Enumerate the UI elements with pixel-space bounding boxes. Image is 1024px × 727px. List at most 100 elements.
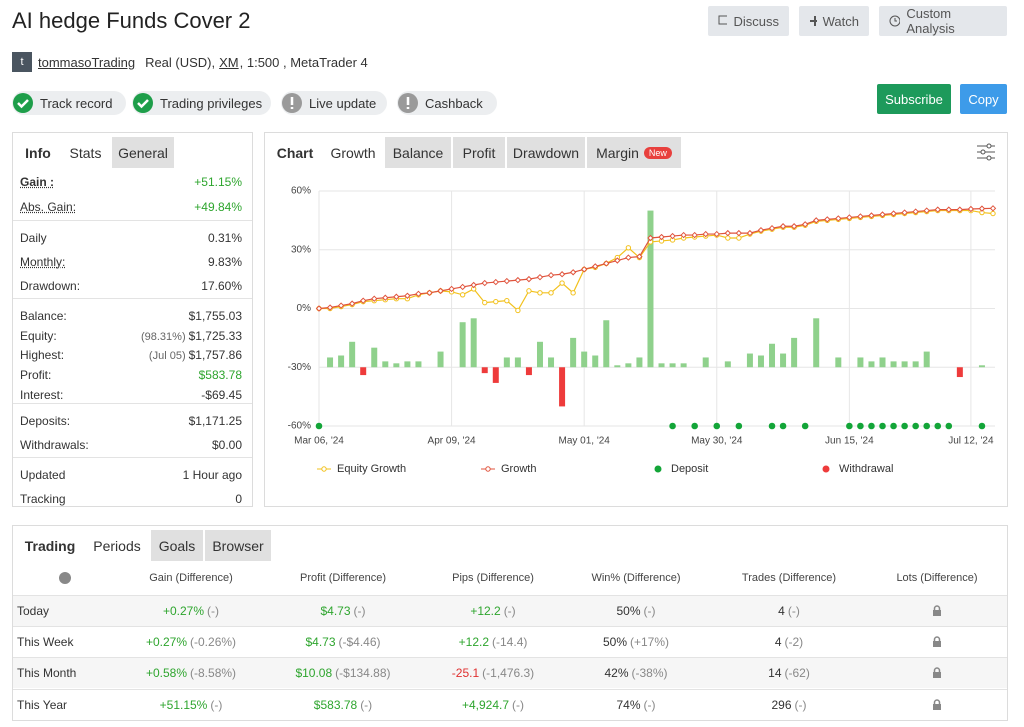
stat-row: Equity:(98.31%)$1,725.33 xyxy=(20,327,242,345)
column-header: Lots (Difference) xyxy=(857,572,1017,584)
point xyxy=(923,423,930,430)
stat-row: Deposits:$1,171.25 xyxy=(20,412,242,430)
point xyxy=(316,423,323,430)
tab-label: Periods xyxy=(93,538,140,554)
account-type: Real (USD), xyxy=(145,55,215,70)
cell-value: 296 xyxy=(771,698,791,712)
account-details: , 1:500 , MetaTrader 4 xyxy=(240,55,368,70)
cell-diff: (+17%) xyxy=(630,635,669,649)
bar xyxy=(338,356,344,368)
row-label: This Month xyxy=(17,666,76,680)
bar xyxy=(857,357,863,367)
bar xyxy=(791,338,797,367)
stat-value: +49.84% xyxy=(194,200,242,214)
tab[interactable]: Stats xyxy=(61,137,110,168)
stat-number: $583.78 xyxy=(199,368,242,382)
badge-label: Live update xyxy=(309,96,376,111)
stat-row: Tracking0 xyxy=(20,490,242,508)
stat-number: $1,171.25 xyxy=(189,414,242,428)
stat-value: 9.83% xyxy=(208,255,242,269)
tab-label: Goals xyxy=(159,538,196,554)
bar xyxy=(725,361,731,367)
cell-value: $4.73 xyxy=(320,604,350,618)
stats-panel: InfoStatsGeneralGain :+51.15%Abs. Gain:+… xyxy=(12,132,253,507)
tab[interactable]: Growth xyxy=(323,137,383,168)
stat-label: Balance: xyxy=(20,309,67,323)
badge-icon xyxy=(132,92,154,114)
tab[interactable]: Balance xyxy=(385,137,451,168)
stat-label: Interest: xyxy=(20,388,63,402)
tab[interactable]: Periods xyxy=(85,530,149,561)
marker xyxy=(560,272,565,277)
point xyxy=(890,423,897,430)
cell-value: 50% xyxy=(616,604,640,618)
tab[interactable]: Browser xyxy=(205,530,271,561)
lock-icon xyxy=(932,605,942,616)
tab-label: Growth xyxy=(330,145,375,161)
marker xyxy=(670,234,675,239)
table-cell: 14(-62) xyxy=(709,666,869,680)
stat-row: Profit:$583.78 xyxy=(20,366,242,384)
cell-value: $583.78 xyxy=(314,698,357,712)
table-cell: 296(-) xyxy=(709,698,869,712)
cell-value: +12.2 xyxy=(459,635,489,649)
bar xyxy=(703,357,709,367)
watch-button[interactable]: Watch xyxy=(799,6,869,36)
broker-link[interactable]: XM xyxy=(219,55,239,70)
marker xyxy=(626,246,630,250)
user-link[interactable]: tommasoTrading xyxy=(38,55,135,70)
stat-label: Highest: xyxy=(20,348,64,362)
custom-analysis-button[interactable]: Custom Analysis xyxy=(879,6,1007,36)
tab[interactable]: Goals xyxy=(151,530,203,561)
x-tick-label: Jun 15, '24 xyxy=(825,436,874,447)
stat-row: Withdrawals:$0.00 xyxy=(20,436,242,454)
x-tick-label: May 30, '24 xyxy=(691,436,743,447)
cell-value: $4.73 xyxy=(305,635,335,649)
cell-diff: (-$4.46) xyxy=(339,635,381,649)
cell-diff: (-) xyxy=(504,604,516,618)
tab[interactable]: MarginNew xyxy=(587,137,681,168)
tab-label: General xyxy=(118,145,168,161)
y-tick-label: 30% xyxy=(291,244,311,255)
discuss-button[interactable]: Discuss xyxy=(708,6,789,36)
cell-value: 50% xyxy=(603,635,627,649)
settings-icon[interactable] xyxy=(976,142,996,162)
stat-row: Daily0.31% xyxy=(20,229,242,247)
legend-label: Growth xyxy=(501,463,536,475)
badge: Live update xyxy=(281,91,387,115)
badge-icon xyxy=(281,92,303,114)
copy-button[interactable]: Copy xyxy=(960,84,1007,114)
stat-value: 17.60% xyxy=(201,279,242,293)
bar xyxy=(438,352,444,368)
chart: -60%-30%0%30%60%Mar 06, '24Apr 09, '24Ma… xyxy=(265,169,1007,507)
y-tick-label: 60% xyxy=(291,186,311,197)
table-cell: +0.27%(-) xyxy=(111,604,271,618)
bar xyxy=(382,361,388,367)
tab[interactable]: Profit xyxy=(453,137,505,168)
marker xyxy=(991,206,996,211)
bar xyxy=(868,361,874,367)
x-tick-label: Jul 12, '24 xyxy=(948,436,994,447)
legend-marker xyxy=(823,466,830,473)
bar xyxy=(780,354,786,368)
lock-icon xyxy=(932,667,942,678)
marker xyxy=(494,299,498,303)
stat-row: Gain :+51.15% xyxy=(20,173,242,191)
marker xyxy=(493,280,498,285)
bar xyxy=(659,363,665,367)
column-header: Pips (Difference) xyxy=(413,572,573,584)
tab[interactable]: Drawdown xyxy=(507,137,585,168)
stat-label: Drawdown: xyxy=(20,279,80,293)
stat-value: $0.00 xyxy=(212,438,242,452)
stat-label: Daily xyxy=(20,231,47,245)
periods-panel: TradingPeriodsGoalsBrowserGain (Differen… xyxy=(12,525,1008,721)
subscribe-button[interactable]: Subscribe xyxy=(877,84,951,114)
tab[interactable]: General xyxy=(112,137,174,168)
cell-diff: (-14.4) xyxy=(492,635,527,649)
marker xyxy=(504,279,509,284)
badge: Track record xyxy=(12,91,126,115)
table-cell: 4(-2) xyxy=(709,635,869,649)
stat-value: -$69.45 xyxy=(201,388,242,402)
marker xyxy=(515,278,520,283)
marker xyxy=(549,273,554,278)
